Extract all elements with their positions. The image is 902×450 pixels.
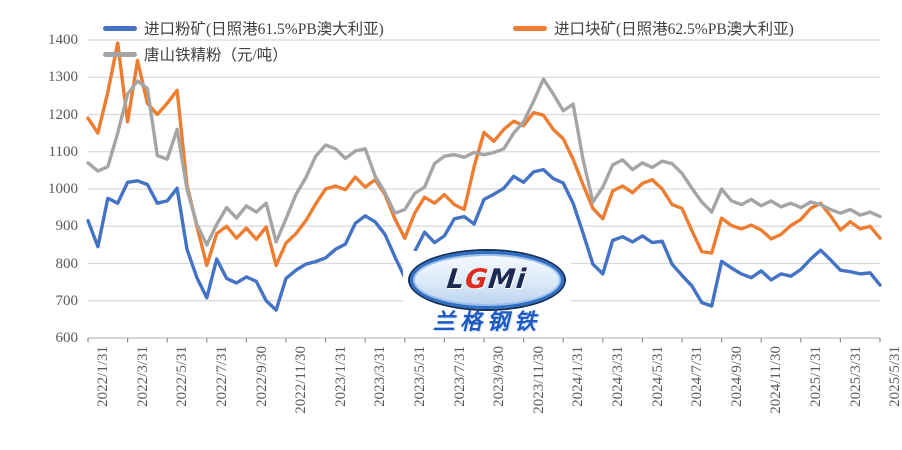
- x-tick-label-2025-5-31: 2025/5/31: [887, 346, 902, 407]
- x-tick-label-2022-7-31: 2022/7/31: [213, 346, 230, 407]
- legend-item-imported-pb-fines: 进口粉矿(日照港61.5%PB澳大利亚): [103, 19, 384, 38]
- x-tick-label-2023-11-30: 2023/11/30: [530, 346, 547, 414]
- x-tick-label-2023-5-31: 2023/5/31: [411, 346, 428, 407]
- series-line-tangshan-iron-concentrate: [86, 77, 882, 247]
- y-tick-label-800: 800: [55, 255, 79, 272]
- x-tick-label-2025-3-31: 2025/3/31: [847, 346, 864, 407]
- series-line-imported-pb-lump: [86, 41, 882, 268]
- y-tick-label-600: 600: [55, 330, 79, 346]
- x-tick-label-2023-9-30: 2023/9/30: [491, 346, 507, 407]
- x-tick-label-2022-5-31: 2022/5/31: [174, 346, 191, 407]
- x-tick-label-2024-11-30: 2024/11/30: [768, 346, 785, 414]
- y-tick-label-1400: 1400: [48, 32, 78, 48]
- x-tick-label-2022-3-31: 2022/3/31: [134, 346, 151, 407]
- y-tick-label-1100: 1100: [48, 143, 78, 160]
- x-tick-label-2024-3-31: 2024/3/31: [609, 346, 626, 407]
- legend-swatch-orange: [513, 25, 547, 31]
- x-tick-label-2024-5-31: 2024/5/31: [649, 346, 666, 407]
- company-name-watermark: 兰格钢铁: [432, 309, 541, 335]
- legend-item-tangshan-concentrate: 唐山铁精粉（元/吨）: [103, 45, 288, 64]
- legend-swatch-blue: [103, 25, 137, 31]
- x-tick-label-2023-3-31: 2023/3/31: [372, 346, 389, 407]
- lgmi-watermark: LGMi 兰格钢铁: [403, 251, 571, 335]
- legend-swatch-gray: [103, 51, 137, 57]
- lgmi-logo-text: LGMi: [445, 264, 529, 296]
- x-tick-label-2024-7-31: 2024/7/31: [689, 346, 705, 407]
- x-tick-label-2022-1-31: 2022/1/31: [95, 346, 111, 407]
- x-tick-label-2023-1-31: 2023/1/31: [332, 346, 349, 407]
- legend-label: 唐山铁精粉（元/吨）: [144, 47, 288, 64]
- y-tick-label-700: 700: [55, 292, 79, 309]
- y-tick-label-1200: 1200: [48, 106, 78, 123]
- y-tick-label-1000: 1000: [48, 181, 78, 197]
- x-tick-label-2023-7-31: 2023/7/31: [451, 346, 468, 407]
- y-tick-label-900: 900: [55, 218, 79, 235]
- lgmi-logo-ellipse: LGMi: [410, 251, 564, 309]
- y-tick-label-1300: 1300: [48, 69, 78, 86]
- x-tick-label-2024-1-31: 2024/1/31: [570, 346, 587, 407]
- x-tick-label-2024-9-30: 2024/9/30: [728, 346, 745, 407]
- x-tick-label-2025-1-31: 2025/1/31: [807, 346, 824, 407]
- legend-label: 进口粉矿(日照港61.5%PB澳大利亚): [144, 21, 384, 38]
- legend-label: 进口块矿(日照港62.5%PB澳大利亚): [554, 21, 794, 38]
- legend-item-imported-pb-lump: 进口块矿(日照港62.5%PB澳大利亚): [513, 19, 794, 38]
- x-tick-label-2022-9-30: 2022/9/30: [253, 346, 270, 407]
- series-line-imported-pb-fines: [86, 167, 882, 312]
- x-tick-label-2022-11-30: 2022/11/30: [293, 346, 309, 414]
